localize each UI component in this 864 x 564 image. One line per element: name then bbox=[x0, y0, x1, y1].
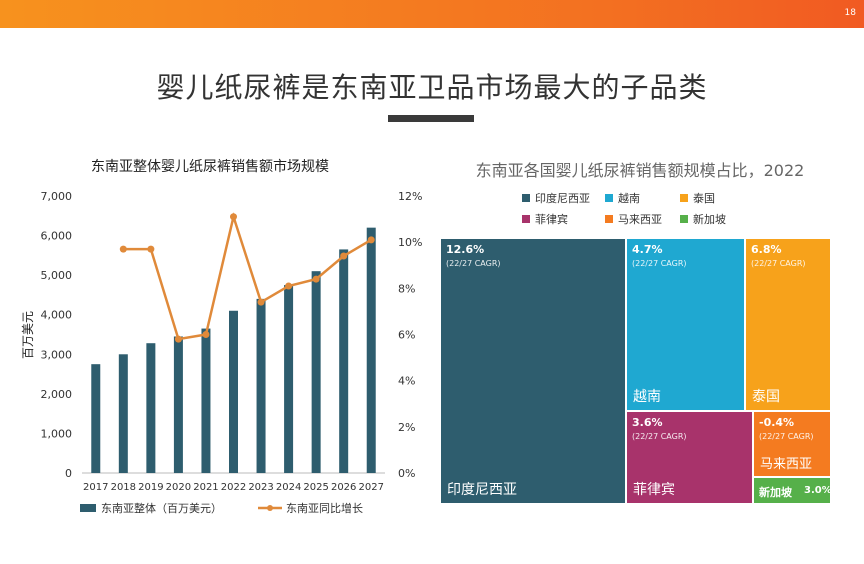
page-number: 18 bbox=[844, 8, 856, 18]
x-tick-label: 2025 bbox=[303, 482, 328, 493]
tile-growth: 3.6% bbox=[632, 416, 663, 429]
legend-item-philippines: 菲律宾 bbox=[522, 211, 568, 227]
tile-name: 新加坡 bbox=[759, 486, 792, 499]
legend-item-singapore: 新加坡 bbox=[680, 211, 726, 227]
page-title: 婴儿纸尿裤是东南亚卫品市场最大的子品类 bbox=[156, 71, 708, 104]
bar bbox=[256, 298, 266, 473]
tile-note: (22/27 CAGR) bbox=[446, 259, 501, 268]
tile-name: 越南 bbox=[633, 389, 661, 405]
y-tick-label: 2,000 bbox=[41, 388, 73, 401]
tile-growth: -0.4% bbox=[759, 416, 795, 429]
tile-name: 印度尼西亚 bbox=[447, 482, 517, 498]
bar bbox=[284, 285, 294, 473]
legend-line-swatch bbox=[258, 505, 282, 511]
y2-tick-label: 2% bbox=[398, 421, 415, 434]
growth-point bbox=[230, 213, 237, 221]
title-underline bbox=[388, 115, 474, 122]
legend-bar-swatch bbox=[80, 504, 96, 512]
y-tick-label: 7,000 bbox=[41, 190, 73, 203]
tile-growth: 3.0% bbox=[804, 485, 832, 496]
bar bbox=[201, 328, 211, 473]
bar bbox=[173, 336, 183, 473]
y2-tick-label: 0% bbox=[398, 467, 415, 480]
growth-point bbox=[147, 245, 155, 253]
tile-note: (22/27 CAGR) bbox=[632, 432, 687, 441]
growth-point bbox=[202, 331, 210, 338]
y-tick-label: 0 bbox=[65, 467, 72, 480]
growth-point bbox=[285, 282, 293, 290]
y2-tick-label: 8% bbox=[398, 282, 415, 295]
bar bbox=[91, 364, 101, 473]
x-tick-label: 2017 bbox=[83, 482, 108, 493]
growth-point bbox=[119, 245, 127, 253]
tile-note: (22/27 CAGR) bbox=[759, 432, 814, 441]
legend-item-thailand: 泰国 bbox=[680, 190, 715, 206]
x-tick-label: 2024 bbox=[276, 482, 301, 493]
x-tick-label: 2019 bbox=[138, 482, 163, 493]
bar bbox=[339, 249, 349, 473]
x-tick-label: 2021 bbox=[193, 482, 218, 493]
legend-item-indonesia: 印度尼西亚 bbox=[522, 190, 590, 206]
bar bbox=[146, 343, 156, 473]
y2-tick-label: 10% bbox=[398, 236, 422, 249]
y2-tick-label: 12% bbox=[398, 190, 422, 203]
y2-tick-label: 6% bbox=[398, 329, 415, 342]
tile-name: 泰国 bbox=[752, 389, 780, 405]
legend-bars: 东南亚整体（百万美元） bbox=[80, 500, 222, 516]
tile-growth: 12.6% bbox=[446, 243, 485, 256]
legend-bar-label: 东南亚整体（百万美元） bbox=[101, 502, 222, 515]
y-tick-label: 4,000 bbox=[41, 309, 73, 322]
y-tick-label: 6,000 bbox=[41, 230, 73, 243]
bar bbox=[229, 310, 238, 473]
tile-malaysia: -0.4% (22/27 CAGR) 马来西亚 bbox=[753, 411, 831, 477]
tile-note: (22/27 CAGR) bbox=[751, 259, 806, 268]
bar bbox=[366, 227, 376, 473]
x-tick-label: 2020 bbox=[166, 482, 191, 493]
legend-item-vietnam: 越南 bbox=[605, 190, 640, 206]
bar bbox=[311, 271, 321, 473]
y-axis-label: 百万美元 bbox=[21, 311, 35, 359]
legend-line-label: 东南亚同比增长 bbox=[286, 502, 363, 515]
growth-point bbox=[312, 275, 320, 283]
growth-point bbox=[367, 236, 375, 244]
growth-point bbox=[340, 252, 348, 260]
legend-item-malaysia: 马来西亚 bbox=[605, 211, 662, 227]
tile-indonesia: 12.6% (22/27 CAGR) 印度尼西亚 bbox=[440, 238, 626, 504]
tile-growth: 6.8% bbox=[751, 243, 782, 256]
tile-growth: 4.7% bbox=[632, 243, 663, 256]
tile-vietnam: 4.7% (22/27 CAGR) 越南 bbox=[626, 238, 745, 411]
x-tick-label: 2022 bbox=[221, 482, 246, 493]
tile-thailand: 6.8% (22/27 CAGR) 泰国 bbox=[745, 238, 831, 411]
top-banner: 18 bbox=[0, 0, 864, 28]
x-tick-label: 2026 bbox=[331, 482, 356, 493]
x-tick-label: 2027 bbox=[359, 482, 384, 493]
growth-point bbox=[174, 335, 182, 343]
x-tick-label: 2018 bbox=[111, 482, 136, 493]
tile-note: (22/27 CAGR) bbox=[632, 259, 687, 268]
bar bbox=[118, 354, 128, 473]
y2-tick-label: 4% bbox=[398, 375, 415, 388]
tile-name: 马来西亚 bbox=[760, 457, 813, 472]
legend-line: 东南亚同比增长 bbox=[258, 500, 363, 516]
tile-philippines: 3.6% (22/27 CAGR) 菲律宾 bbox=[626, 411, 753, 504]
growth-line bbox=[123, 212, 372, 341]
x-tick-label: 2023 bbox=[248, 482, 273, 493]
right-chart-title: 东南亚各国婴儿纸尿裤销售额规模占比，2022 bbox=[475, 161, 805, 180]
tile-name: 菲律宾 bbox=[633, 482, 675, 498]
y-tick-label: 5,000 bbox=[41, 269, 73, 282]
left-chart-title: 东南亚整体婴儿纸尿裤销售额市场规模 bbox=[91, 159, 329, 175]
y-tick-label: 3,000 bbox=[41, 348, 73, 361]
tile-singapore: 新加坡 3.0% bbox=[753, 477, 832, 504]
y-tick-label: 1,000 bbox=[41, 427, 73, 440]
growth-point bbox=[257, 298, 265, 306]
